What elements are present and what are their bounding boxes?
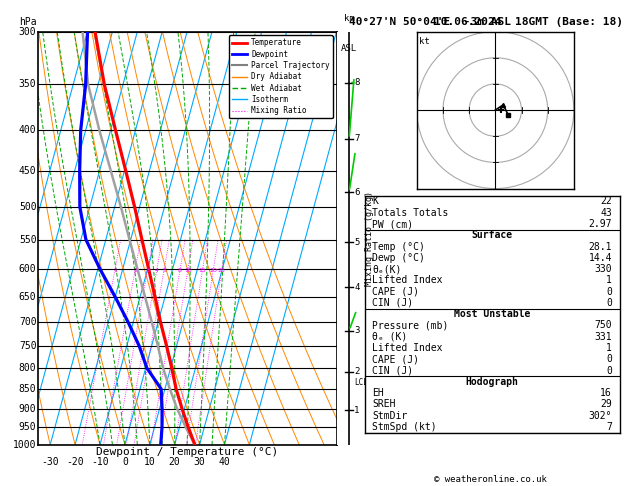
Text: 950: 950 [19,422,36,432]
Text: 2: 2 [133,268,137,273]
Text: SREH: SREH [372,399,396,409]
Text: 2.97: 2.97 [588,219,612,229]
Text: hPa: hPa [19,17,36,27]
Text: Mixing Ratio (g/kg): Mixing Ratio (g/kg) [365,191,374,286]
Text: 5: 5 [354,238,360,246]
Text: 22: 22 [600,196,612,207]
Text: Temp (°C): Temp (°C) [372,242,425,252]
Text: 8: 8 [354,78,360,87]
Text: 43: 43 [600,208,612,218]
Text: 0: 0 [606,287,612,296]
Text: 6: 6 [354,188,360,197]
Text: 0: 0 [606,365,612,376]
Text: -10: -10 [91,457,109,467]
Text: StmSpd (kt): StmSpd (kt) [372,422,437,432]
Text: Most Unstable: Most Unstable [454,309,530,319]
Text: 400: 400 [19,125,36,135]
Text: Hodograph: Hodograph [465,377,519,387]
Text: 10: 10 [144,457,155,467]
Text: 4: 4 [155,268,159,273]
Legend: Temperature, Dewpoint, Parcel Trajectory, Dry Adiabat, Wet Adiabat, Isotherm, Mi: Temperature, Dewpoint, Parcel Trajectory… [229,35,333,118]
Text: 300: 300 [19,27,36,36]
Text: 302°: 302° [588,411,612,421]
Text: 750: 750 [594,320,612,330]
Text: -20: -20 [66,457,84,467]
Text: 1: 1 [113,268,117,273]
Text: 15: 15 [199,268,206,273]
Text: 2: 2 [354,367,360,376]
Text: 40: 40 [219,457,230,467]
Text: θₑ(K): θₑ(K) [372,264,402,274]
Text: 750: 750 [19,341,36,351]
Text: EH: EH [372,388,384,398]
Text: 850: 850 [19,384,36,394]
Text: 1: 1 [606,343,612,353]
Text: PW (cm): PW (cm) [372,219,414,229]
Text: 30: 30 [194,457,206,467]
Text: 331: 331 [594,332,612,342]
Text: θₑ (K): θₑ (K) [372,332,408,342]
Text: 1: 1 [354,406,360,415]
Text: 1000: 1000 [13,440,36,450]
Text: 10.06.2024  18GMT (Base: 18): 10.06.2024 18GMT (Base: 18) [434,17,623,27]
Text: 1: 1 [606,276,612,285]
Text: 3: 3 [145,268,150,273]
Text: K: K [372,196,378,207]
Text: 40°27'N 50°04'E  -3m ASL: 40°27'N 50°04'E -3m ASL [349,17,511,27]
Text: Pressure (mb): Pressure (mb) [372,320,449,330]
Text: 29: 29 [600,399,612,409]
Text: 0: 0 [606,298,612,308]
Text: 900: 900 [19,403,36,414]
Text: Totals Totals: Totals Totals [372,208,449,218]
Text: CIN (J): CIN (J) [372,365,414,376]
Text: 330: 330 [594,264,612,274]
Text: © weatheronline.co.uk: © weatheronline.co.uk [434,474,547,484]
Text: 550: 550 [19,235,36,244]
Text: Surface: Surface [472,230,513,240]
Text: ASL: ASL [341,44,357,53]
Text: 20: 20 [169,457,181,467]
Text: 20: 20 [209,268,217,273]
Text: Lifted Index: Lifted Index [372,343,443,353]
Text: 500: 500 [19,202,36,212]
Text: CAPE (J): CAPE (J) [372,287,420,296]
Text: 7: 7 [606,422,612,432]
Text: CAPE (J): CAPE (J) [372,354,420,364]
Text: 350: 350 [19,80,36,89]
Text: 7: 7 [354,134,360,143]
X-axis label: Dewpoint / Temperature (°C): Dewpoint / Temperature (°C) [96,448,278,457]
Text: 10: 10 [184,268,192,273]
Text: Dewp (°C): Dewp (°C) [372,253,425,263]
Text: StmDir: StmDir [372,411,408,421]
Text: 650: 650 [19,292,36,302]
Text: 5: 5 [162,268,166,273]
Text: 0: 0 [122,457,128,467]
Text: 16: 16 [600,388,612,398]
Text: 4: 4 [354,283,360,292]
Text: kt: kt [420,37,430,46]
Text: 450: 450 [19,166,36,176]
Text: 8: 8 [178,268,182,273]
Text: 3: 3 [354,326,360,335]
Text: km: km [343,14,355,23]
Text: 14.4: 14.4 [588,253,612,263]
Text: 800: 800 [19,363,36,373]
Text: 700: 700 [19,317,36,327]
Text: 0: 0 [606,354,612,364]
Text: 25: 25 [218,268,226,273]
Text: Lifted Index: Lifted Index [372,276,443,285]
Text: -30: -30 [42,457,59,467]
Text: CIN (J): CIN (J) [372,298,414,308]
Text: LCL: LCL [355,378,369,387]
Text: 600: 600 [19,264,36,275]
Text: 28.1: 28.1 [588,242,612,252]
